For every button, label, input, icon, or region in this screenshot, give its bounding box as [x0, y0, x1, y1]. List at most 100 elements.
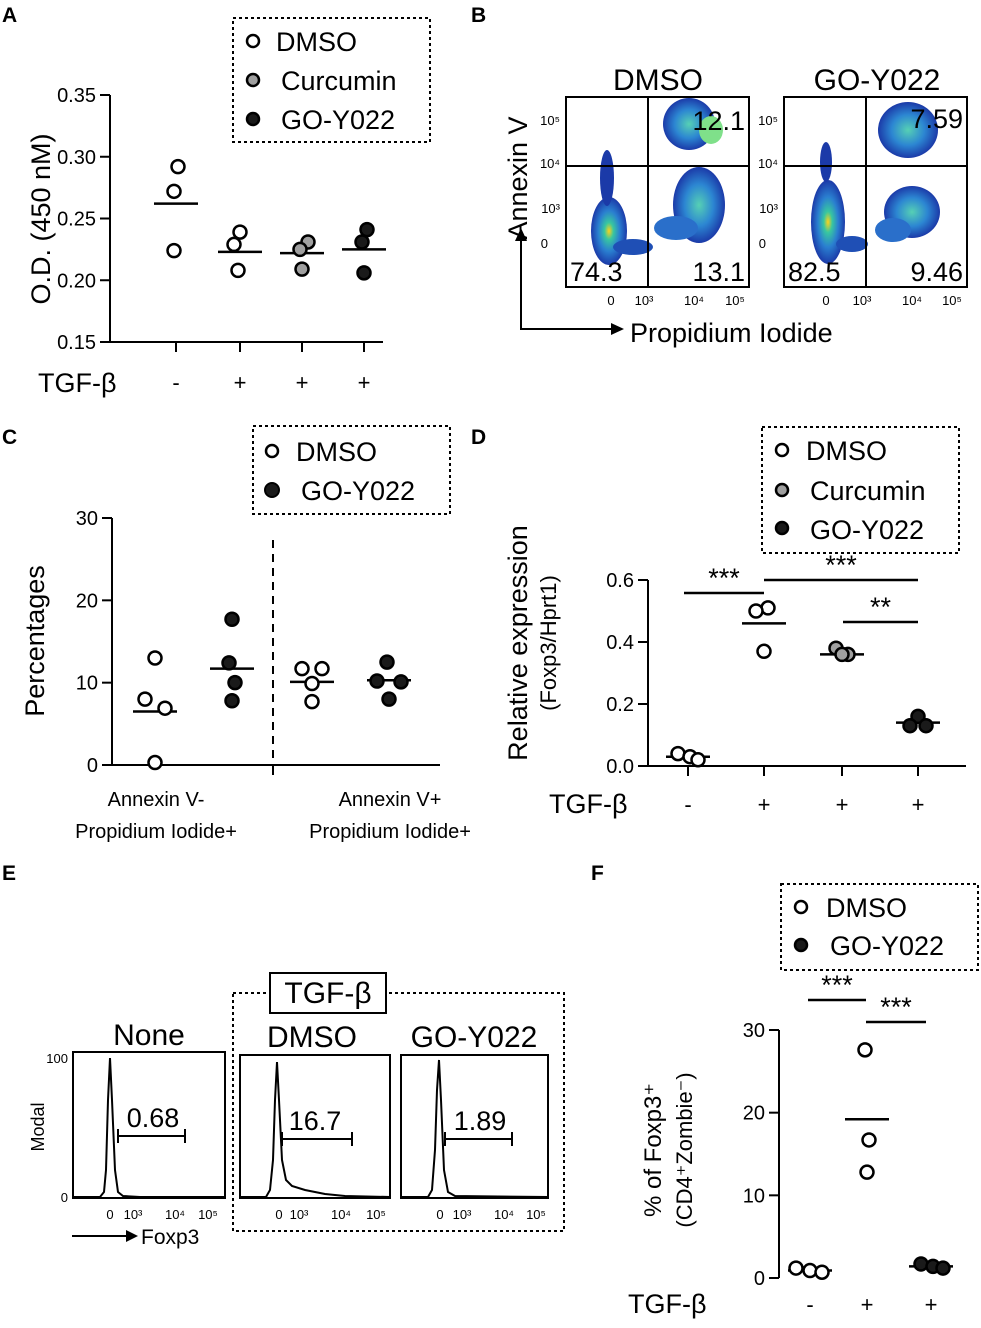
- flow-goy-xtick-0: 0: [822, 293, 829, 308]
- panel-e-yaxis-label: Modal: [28, 1102, 48, 1151]
- panel-c: C DMSO GO-Y022 Percentages Annexin V- Pr…: [2, 425, 471, 843]
- chart-c-point-2-3: [304, 693, 320, 710]
- legend-f-goy: GO-Y022: [830, 931, 944, 961]
- chart-a-point-0-2: [166, 242, 182, 259]
- chart-f-point-1-0: [857, 1042, 873, 1058]
- flow-goy-ytick-3: 0: [759, 236, 766, 251]
- chart-f-treatment-0: -: [806, 1292, 813, 1317]
- chart-a-point-3-2: [356, 265, 372, 281]
- flow-goy-ytick-1: 10⁴: [758, 156, 778, 171]
- panel-b-xaxis-label: Propidium Iodide: [630, 318, 833, 348]
- hist-dmso-xtick-2: 10⁴: [331, 1207, 351, 1222]
- hist-goy: 1.89 0 10³ 10⁴ 10⁵: [400, 1054, 549, 1222]
- legend-d-curcumin: Curcumin: [810, 476, 926, 506]
- panel-a-label: A: [2, 4, 17, 27]
- hist-dmso-value: 16.7: [289, 1106, 342, 1136]
- legend-f-dmso: DMSO: [826, 893, 907, 923]
- chart-c-point-1-3: [224, 693, 240, 709]
- chart-a-point-2-2: [294, 261, 310, 277]
- legend-c-dmso: DMSO: [296, 437, 377, 467]
- flow-dmso-ll-value: 74.3: [570, 257, 623, 287]
- chart-f-treatment-1: +: [861, 1292, 874, 1317]
- hist-dmso-frame: [239, 1054, 391, 1199]
- flow-dmso-ytick-1: 10⁴: [540, 156, 560, 171]
- chart-c-point-2-0: [294, 660, 310, 677]
- flow-goy-lr-value: 9.46: [910, 257, 963, 287]
- flow-goy-ur-value: 7.59: [910, 104, 963, 134]
- chart-d-sig-label-2: **: [870, 592, 892, 622]
- panel-d-ylabel-line1: Relative expression: [503, 525, 533, 761]
- legend-d-goy-marker: [774, 520, 790, 536]
- chart-c-ytick-label-1: 10: [76, 673, 98, 695]
- chart-a-point-3-1: [354, 234, 370, 250]
- chart-c-point-2-2: [304, 675, 320, 692]
- chart-c-point-1-0: [224, 611, 240, 628]
- flow-dmso-xtick-2: 10⁴: [684, 293, 704, 308]
- hist-title-dmso: DMSO: [267, 1021, 357, 1054]
- chart-a-point-3-0: [359, 221, 375, 238]
- legend-c-goy-marker: [264, 482, 280, 498]
- hist-goy-frame: [400, 1054, 549, 1199]
- tgf-box-label: TGF-β: [284, 977, 371, 1010]
- chart-d-treatment-0: -: [684, 792, 691, 817]
- flow-dmso-population-lr-spread: [654, 216, 698, 240]
- chart-c-point-0-1: [137, 691, 153, 707]
- flow-dmso-population-ll-spread: [613, 239, 653, 255]
- legend-d-curcumin-marker: [774, 482, 790, 498]
- chart-d-ytick-label-3: 0.6: [606, 570, 634, 592]
- hist-none-value: 0.68: [127, 1103, 180, 1133]
- panel-f-ylabel-line1: % of Foxp3⁺: [640, 1083, 667, 1217]
- flow-goy-population-ur: [878, 102, 938, 158]
- hist-none: 0.68 0 10³ 10⁴ 10⁵: [72, 1051, 226, 1222]
- panel-b-title-dmso: DMSO: [613, 64, 703, 97]
- panel-b-arrow-right-icon: [611, 323, 624, 335]
- panel-c-group1-line2: Propidium Iodide+: [75, 821, 237, 843]
- panel-c-group2-line1: Annexin V+: [339, 789, 442, 811]
- panel-f-label: F: [591, 862, 604, 885]
- flow-dmso-ytick-3: 0: [541, 236, 548, 251]
- flow-dmso-xtick-1: 10³: [635, 293, 654, 308]
- panel-f-ylabel-line2: (CD4⁺Zombie⁻): [672, 1072, 697, 1227]
- chart-a-point-0-1: [166, 183, 182, 200]
- tgf-box: [269, 972, 387, 1014]
- flow-goy-xtick-2: 10⁴: [902, 293, 922, 308]
- chart-a-point-2-1: [292, 241, 308, 258]
- panel-e-xaxis-label: Foxp3: [141, 1226, 199, 1249]
- chart-f-ytick-label-3: 30: [743, 1020, 765, 1042]
- legend-f-dmso-marker: [793, 899, 809, 915]
- legend-d-dmso-marker: [774, 442, 790, 458]
- legend-a-dmso: DMSO: [276, 27, 357, 57]
- chart-c-point-0-2: [157, 700, 173, 716]
- panel-a-treatment-label: TGF-β: [38, 368, 117, 398]
- panel-c-plot: 0 10 20 30: [76, 508, 440, 777]
- chart-f-point-2-2: [935, 1260, 951, 1276]
- chart-a-ytick-label-1: 0.20: [57, 270, 96, 292]
- chart-d-point-1-2: [756, 643, 772, 660]
- legend-a-box: [232, 17, 431, 143]
- flow-goy-population-ll-spread: [836, 236, 868, 252]
- panel-b-arrow-up-icon: [515, 228, 527, 241]
- chart-a-treatment-0: -: [172, 370, 179, 395]
- chart-d-sig-label-1: ***: [825, 550, 857, 580]
- chart-a-ytick-label-3: 0.30: [57, 147, 96, 169]
- hist-none-xtick-2: 10⁴: [165, 1207, 185, 1222]
- hist-goy-xtick-2: 10⁴: [494, 1207, 514, 1222]
- hist-none-curve: [73, 1057, 225, 1198]
- legend-d-goy: GO-Y022: [810, 515, 924, 545]
- chart-f-point-0-2: [814, 1264, 830, 1280]
- hist-none-ytick-100: 100: [46, 1051, 68, 1066]
- flow-goy-ytick-2: 10³: [759, 201, 778, 216]
- hist-dmso-xtick-1: 10³: [290, 1207, 309, 1222]
- panel-e-arrow-right-icon: [126, 1230, 138, 1242]
- flow-goy-xtick-1: 10³: [853, 293, 872, 308]
- panel-d-treatment-label: TGF-β: [549, 789, 628, 819]
- chart-c-point-0-3: [147, 754, 163, 771]
- chart-f-ytick-label-1: 10: [743, 1185, 765, 1207]
- chart-a-treatment-3: +: [358, 370, 371, 395]
- flow-dmso-ytick-2: 10³: [541, 201, 560, 216]
- chart-c-ytick-label-0: 0: [87, 755, 98, 777]
- chart-d-point-2-2: [834, 646, 850, 663]
- hist-none-xtick-0: 0: [106, 1207, 113, 1222]
- legend-f-box: [780, 883, 979, 971]
